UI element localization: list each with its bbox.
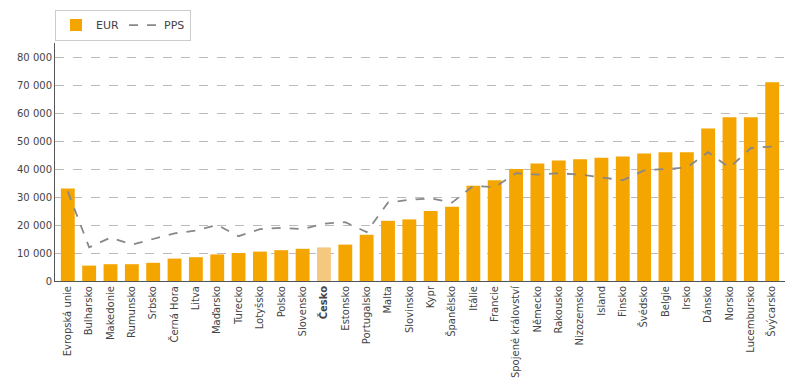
svg-text:Makedonie: Makedonie (105, 286, 116, 340)
svg-text:Lotyšsko: Lotyšsko (254, 286, 265, 329)
svg-text:Srbsko: Srbsko (147, 286, 158, 320)
svg-text:Španělsko: Španělsko (445, 286, 457, 337)
svg-text:Spojené království: Spojené království (510, 285, 521, 378)
svg-text:Norsko: Norsko (724, 286, 735, 320)
svg-text:70 000: 70 000 (17, 80, 52, 91)
svg-text:Maďarsko: Maďarsko (211, 286, 222, 334)
svg-text:Itálie: Itálie (468, 286, 479, 311)
svg-text:Kypr: Kypr (425, 285, 436, 308)
svg-text:Dánsko: Dánsko (702, 286, 713, 323)
svg-text:Lucembursko: Lucembursko (745, 286, 756, 353)
svg-text:Evropská unie: Evropská unie (62, 286, 73, 356)
svg-text:Česko: Česko (317, 286, 329, 319)
svg-text:20 000: 20 000 (17, 220, 52, 231)
svg-text:Finsko: Finsko (617, 286, 628, 317)
svg-text:Litva: Litva (190, 286, 201, 310)
svg-text:Malta: Malta (382, 286, 393, 314)
svg-text:Bulharsko: Bulharsko (83, 286, 94, 335)
svg-text:Portugalsko: Portugalsko (361, 286, 372, 344)
svg-text:EUR: EUR (96, 19, 119, 32)
svg-text:Švýcarsko: Švýcarsko (765, 286, 777, 337)
svg-text:Rumunsko: Rumunsko (126, 286, 137, 338)
svg-text:40 000: 40 000 (17, 164, 52, 175)
svg-text:Island: Island (596, 286, 607, 316)
svg-text:Slovensko: Slovensko (297, 286, 308, 336)
svg-text:Belgie: Belgie (660, 286, 671, 317)
svg-text:Černá Hora: Černá Hora (168, 286, 180, 343)
svg-text:Turecko: Turecko (233, 286, 244, 325)
svg-text:50 000: 50 000 (17, 136, 52, 147)
svg-text:0: 0 (46, 276, 52, 287)
svg-text:Slovinsko: Slovinsko (404, 286, 415, 333)
svg-text:Švédsko: Švédsko (637, 286, 649, 328)
svg-text:PPS: PPS (164, 19, 184, 32)
svg-text:Německo: Německo (532, 286, 543, 333)
svg-text:10 000: 10 000 (17, 248, 52, 259)
svg-text:80 000: 80 000 (17, 52, 52, 63)
svg-text:Nizozemsko: Nizozemsko (574, 286, 585, 346)
svg-text:60 000: 60 000 (17, 108, 52, 119)
svg-text:Polsko: Polsko (276, 286, 287, 317)
svg-text:Estonsko: Estonsko (340, 286, 351, 331)
svg-text:Francie: Francie (489, 286, 500, 322)
svg-text:Rakousko: Rakousko (553, 286, 564, 334)
svg-text:30 000: 30 000 (17, 192, 52, 203)
svg-text:Irsko: Irsko (681, 286, 692, 310)
